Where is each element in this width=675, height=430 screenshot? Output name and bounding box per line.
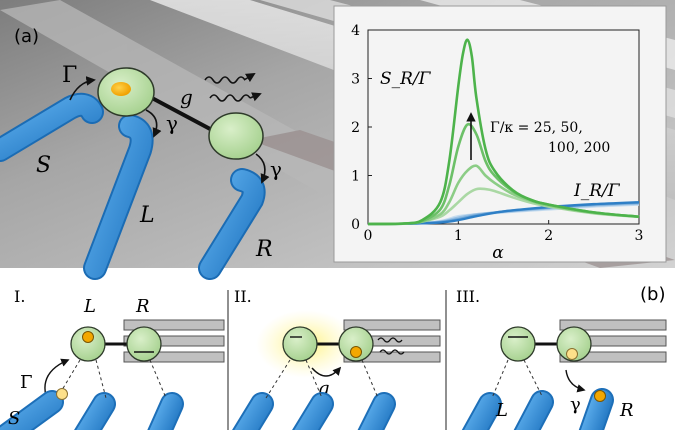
left-lead-label: L [139,203,155,228]
y-tick-label: 2 [351,120,360,136]
pump-rate-label: Γ [62,63,77,88]
decay-right-label: γ [270,157,282,181]
y-tick-label: 1 [351,169,360,185]
stage-1-lead-label: S [8,408,20,429]
series-layer [367,38,640,226]
decay-right-arrow [255,153,270,184]
pump-arrow [69,76,96,101]
axis-ticks: 0 1 2 3 0 1 2 3 4 [351,23,643,244]
stage-3-lead-left-label: L [495,400,508,421]
stage-3-roman: III. [456,287,480,306]
stage-1-rate-label: Γ [20,372,33,393]
y-tick-label: 3 [351,72,360,88]
chart-background [333,5,667,263]
panel-b-label: (b) [640,284,665,305]
y-tick-label: 4 [351,23,360,39]
x-tick-label: 3 [635,228,644,244]
decay-left-label: γ [166,111,178,135]
stage-1: I. L R Γ S [0,287,225,430]
gamma-annotation-line1: Γ/κ = 25, 50, [490,120,583,136]
y-tick-label: 0 [351,217,360,233]
stage-1-dot-left-label: L [83,296,96,317]
stage-2: II. g [232,287,441,430]
i-series-label: I_R/Γ [573,181,621,201]
stage-3-lead-right-label: R [619,400,634,421]
photon-wiggle-icon [204,73,262,102]
x-axis-label: α [492,243,504,263]
i-series-line-4 [367,200,640,226]
stage-1-dot-right-label: R [135,296,150,317]
right-dot [208,112,264,160]
coupling-link [151,96,213,132]
inset-chart: 0 1 2 3 0 1 2 3 4 S_R/Γ I_R/Γ Γ/κ = 25, 50, 100,… [333,5,667,263]
x-tick-label: 0 [364,228,373,244]
stage-2-coupling-label: g [318,378,330,399]
s-series-line-4 [367,38,640,226]
panel-a-label: (a) [14,26,39,47]
decay-left-arrow [145,109,162,138]
source-lead-label: S [36,153,51,178]
stage-3-rate-label: γ [570,394,581,415]
lead-tubes [0,92,266,280]
s-series-label: S_R/Γ [380,69,432,89]
x-tick-label: 2 [544,228,553,244]
stage-3: III. γ L R [456,287,667,430]
right-lead-label: R [255,237,273,262]
stage-1-roman: I. [14,287,25,306]
stage-2-roman: II. [234,287,252,306]
x-tick-label: 1 [454,228,463,244]
gamma-annotation-line2: 100, 200 [548,140,610,156]
coupling-label: g [180,85,193,109]
electron [111,82,131,96]
